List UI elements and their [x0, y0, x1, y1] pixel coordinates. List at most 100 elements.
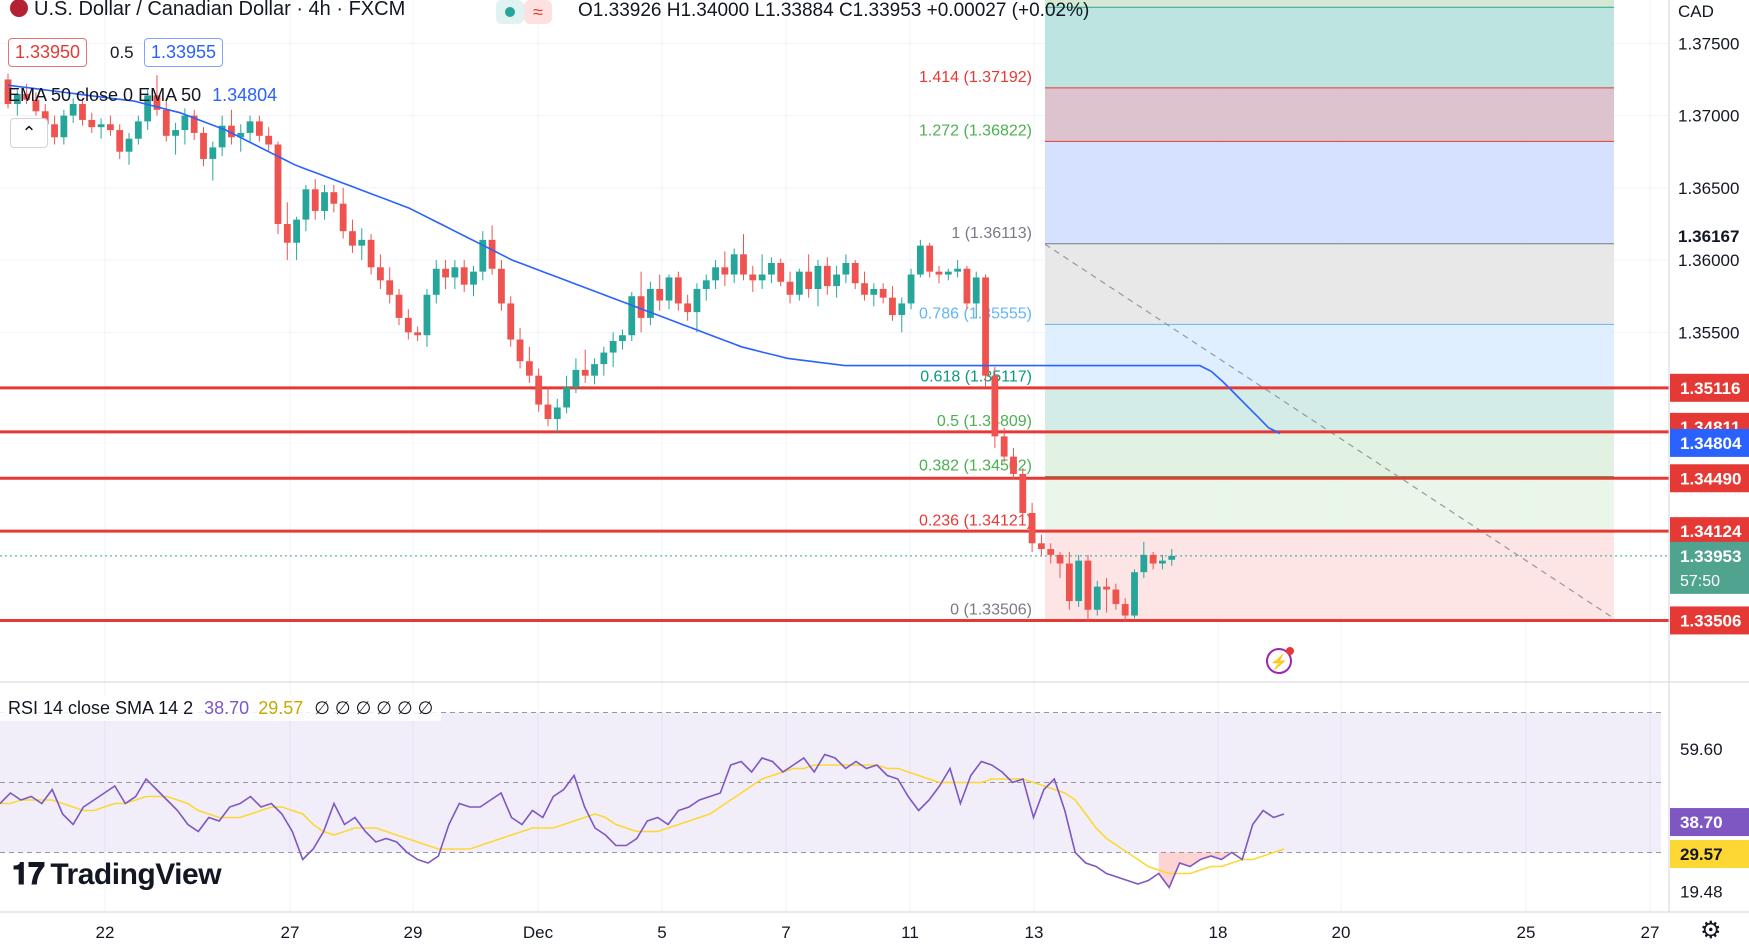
current-price-label: 1.33953 [1680, 547, 1741, 566]
candle-body [749, 274, 757, 281]
candle [451, 260, 459, 289]
candle-body [125, 138, 133, 152]
candle [69, 98, 77, 123]
candle-body [600, 352, 608, 365]
candle-body [228, 125, 235, 138]
sell-price-button[interactable]: 1.33950 [8, 38, 88, 67]
candle [479, 231, 487, 281]
candle [134, 115, 142, 145]
candle-body [795, 271, 803, 295]
candle [442, 260, 449, 289]
candle-body [51, 124, 58, 138]
candle [4, 73, 12, 109]
candle [740, 234, 747, 281]
candle-body [23, 93, 31, 100]
candle [851, 260, 859, 289]
candle [730, 248, 738, 284]
currency-label[interactable]: CAD [1678, 2, 1714, 21]
candle-body [293, 219, 301, 243]
candle-body [535, 375, 543, 405]
candle [228, 109, 235, 145]
candle [935, 265, 943, 284]
candle-body [1075, 560, 1083, 602]
ema-price-label-bg [1670, 428, 1749, 457]
candle-body [1093, 586, 1101, 610]
candle-body [470, 271, 477, 285]
candle-body [488, 239, 496, 269]
candle-body [665, 277, 673, 301]
price-tick-label: 1.36000 [1678, 251, 1739, 270]
level-price-label: 1.34124 [1680, 522, 1742, 541]
candle-body [13, 93, 21, 105]
candle [1140, 541, 1148, 578]
candle-body [181, 115, 189, 131]
ohlc-values: O1.33926 H1.34000 L1.33884 C1.33953 +0.0… [578, 0, 1090, 21]
candle [1131, 569, 1138, 619]
ema-legend[interactable]: EMA 50 close 0 EMA 50 1.34804 [8, 85, 277, 106]
event-marker-icon [1266, 648, 1292, 674]
candle [786, 271, 794, 304]
fib-zone [1045, 476, 1614, 532]
candle-body [255, 121, 263, 136]
candle-body [1047, 549, 1055, 555]
candle [1084, 554, 1092, 622]
candle [79, 98, 86, 126]
price-tick-label: 1.35500 [1678, 323, 1739, 342]
rsi-legend[interactable]: RSI 14 close SMA 14 2 38.70 29.57 ∅ ∅ ∅ … [0, 696, 442, 721]
time-tick-label: 11 [901, 923, 919, 942]
candle-body [311, 189, 319, 211]
candle [1019, 468, 1027, 521]
candle-body [172, 130, 179, 136]
candle-body [544, 404, 552, 420]
candle [674, 271, 682, 311]
candle-body [479, 239, 487, 272]
rsi-legend-empty-values: ∅ ∅ ∅ ∅ ∅ ∅ [314, 698, 434, 718]
candle [302, 184, 310, 232]
buy-price-button[interactable]: 1.33955 [144, 38, 224, 67]
candle-body [935, 271, 943, 275]
candle [861, 271, 868, 301]
candle-body [321, 192, 328, 211]
candle [982, 274, 989, 388]
candle-body [1084, 560, 1092, 610]
event-marker-dot [1286, 647, 1294, 655]
candle [1056, 551, 1064, 578]
candle-body [144, 95, 152, 122]
collapse-legend-button[interactable]: ⌃ [10, 118, 48, 148]
candle [823, 257, 831, 295]
candle-body [1131, 572, 1138, 616]
time-tick-label: 29 [404, 923, 423, 942]
candle [377, 254, 384, 289]
candle-body [851, 262, 859, 284]
candle [693, 283, 701, 333]
candle-body [786, 281, 794, 295]
candle [1028, 502, 1036, 552]
candle-body [358, 239, 366, 246]
candle [125, 132, 133, 165]
candle [591, 358, 598, 385]
candle [88, 112, 96, 133]
high-marker-label: 1.36167 [1678, 227, 1739, 246]
rsi-legend-label: RSI 14 close SMA 14 2 [8, 698, 194, 718]
candle-body [656, 288, 664, 301]
settings-gear-icon[interactable]: ⚙ [1700, 917, 1722, 944]
candle [1121, 598, 1129, 622]
candle [619, 329, 626, 350]
candle-body [758, 274, 766, 281]
candle-body [339, 203, 347, 232]
candle-body [972, 277, 980, 304]
candle-body [97, 124, 105, 128]
fib-zone [1045, 141, 1614, 244]
candle-body [525, 361, 533, 376]
fib-trend-line [1044, 243, 1615, 619]
symbol-title[interactable]: U.S. Dollar / Canadian Dollar · 4h · FXC… [10, 0, 405, 21]
candle [712, 260, 719, 289]
candle [107, 115, 114, 136]
candle [507, 296, 515, 347]
candle [60, 109, 68, 145]
candle-body [740, 254, 747, 275]
price-tick-label: 1.36500 [1678, 179, 1739, 198]
candle [349, 219, 356, 253]
candle-body [926, 245, 934, 272]
